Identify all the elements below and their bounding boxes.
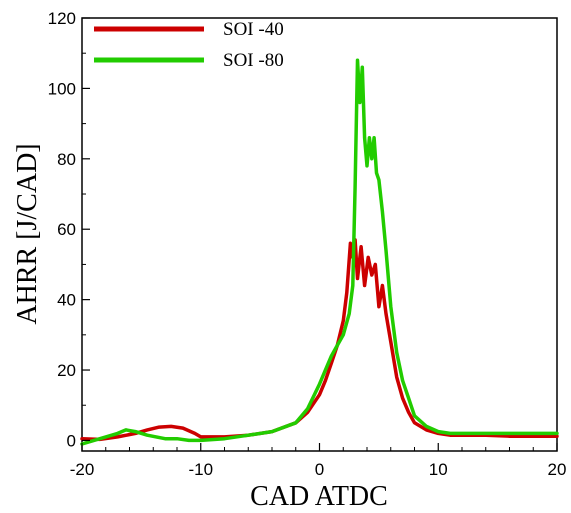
y-tick-label: 60 <box>57 220 76 239</box>
y-tick-label: 40 <box>57 291 76 310</box>
x-axis-title: CAD ATDC <box>250 481 388 512</box>
legend-label-soi-80: SOI -80 <box>223 50 284 71</box>
series-line-soi-40 <box>80 238 559 442</box>
x-tick-label: -10 <box>188 460 213 479</box>
x-axis-ticks: -20 -10 0 10 20 <box>70 443 567 479</box>
y-axis-title: AHRR [J/CAD] <box>12 143 43 324</box>
x-tick-label: -20 <box>70 460 95 479</box>
legend-label-soi-40: SOI -40 <box>223 19 284 40</box>
legend: SOI -40 SOI -80 <box>94 19 284 71</box>
series-layer <box>80 58 559 446</box>
series-line-soi-80 <box>80 58 559 446</box>
x-tick-label: 0 <box>315 460 324 479</box>
y-tick-label: 0 <box>67 431 76 450</box>
y-tick-label: 20 <box>57 361 76 380</box>
plot-area: -20 -10 0 10 20 0 20 40 60 80 100 120 <box>48 9 567 479</box>
y-tick-label: 120 <box>48 9 76 28</box>
x-tick-label: 20 <box>548 460 567 479</box>
y-axis-ticks: 0 20 40 60 80 100 120 <box>48 9 90 450</box>
y-tick-label: 100 <box>48 79 76 98</box>
x-tick-label: 10 <box>429 460 448 479</box>
y-tick-label: 80 <box>57 150 76 169</box>
